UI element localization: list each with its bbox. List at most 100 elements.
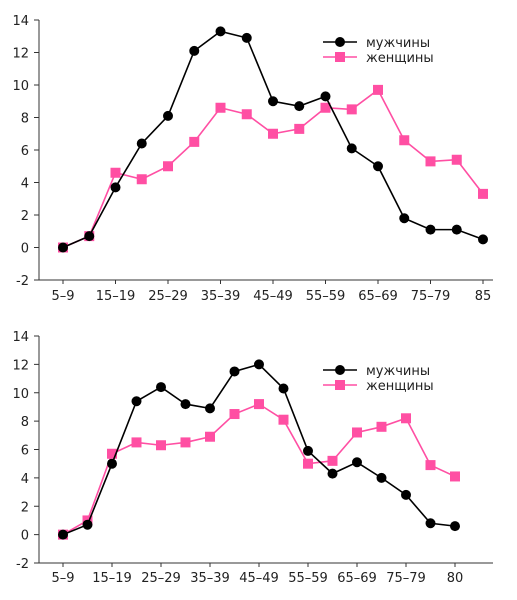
data-point-women <box>401 413 411 424</box>
data-point-men <box>205 403 215 414</box>
data-point-women <box>215 102 226 113</box>
data-point-women <box>425 460 436 471</box>
x-tick-label: 55–59 <box>288 571 328 586</box>
data-point-men <box>401 489 411 500</box>
data-point-men <box>110 182 121 193</box>
x-tick-label: 25–29 <box>141 571 181 586</box>
data-point-men <box>373 161 383 172</box>
data-point-women <box>320 102 331 113</box>
data-point-women <box>107 448 117 459</box>
data-point-women <box>131 437 142 448</box>
legend-marker-women <box>335 380 345 390</box>
data-point-men <box>180 399 191 410</box>
x-tick-label: 75–79 <box>386 571 426 586</box>
legend-label-women: женщины <box>366 379 434 394</box>
x-tick-label: 35–39 <box>190 571 230 586</box>
x-tick-label: 5–9 <box>51 571 74 586</box>
data-point-men <box>450 521 460 532</box>
data-point-women <box>110 167 121 178</box>
data-point-men <box>163 110 173 121</box>
y-tick-label: 14 <box>12 14 29 29</box>
data-point-women <box>278 414 289 425</box>
data-point-men <box>346 143 357 154</box>
x-tick-label: 45–49 <box>239 571 279 586</box>
data-point-men <box>327 468 338 479</box>
data-point-men <box>156 382 166 393</box>
y-tick-label: 6 <box>21 444 29 459</box>
data-point-women <box>205 431 215 442</box>
data-point-men <box>278 383 289 394</box>
chart-1: -2 0 2 4 6 8 10 12 14 5–9 15–19 25–29 35–39 45–49 55–5… <box>12 14 493 304</box>
data-point-women <box>229 409 240 420</box>
x-tick-label: 75–79 <box>411 289 451 304</box>
x-tick-label: 15–19 <box>96 289 136 304</box>
x-tick-label: 80 <box>447 571 464 586</box>
data-point-men <box>84 231 95 242</box>
data-point-men <box>136 138 147 149</box>
x-tick-label: 35–39 <box>201 289 241 304</box>
data-point-men <box>320 91 331 102</box>
y-tick-label: -2 <box>16 274 29 289</box>
data-point-women <box>268 128 278 139</box>
legend-marker-men <box>335 37 345 47</box>
data-point-women <box>352 427 362 438</box>
y-tick-label: -2 <box>16 557 29 572</box>
data-point-men <box>215 26 226 37</box>
y-tick-label: 12 <box>12 358 29 373</box>
data-point-women <box>241 109 252 120</box>
data-point-women <box>327 455 338 466</box>
data-point-women <box>450 471 460 482</box>
data-point-women <box>180 437 191 448</box>
legend-label-men: мужчины <box>366 36 430 51</box>
y-tick-label: 14 <box>12 330 29 345</box>
data-point-men <box>294 101 305 112</box>
data-point-men <box>58 242 68 253</box>
data-point-men <box>82 519 93 530</box>
y-tick-label: 0 <box>21 529 29 544</box>
data-point-men <box>451 224 462 235</box>
data-point-men <box>58 529 68 540</box>
data-point-men <box>189 45 200 56</box>
data-point-men <box>268 96 278 107</box>
data-point-women <box>451 154 462 165</box>
data-point-women <box>163 161 173 172</box>
data-point-men <box>131 396 142 407</box>
legend-marker-men <box>335 365 345 375</box>
legend-label-men: мужчины <box>366 364 430 379</box>
data-point-women <box>376 421 387 432</box>
legend-marker-women <box>335 52 345 62</box>
y-tick-label: 10 <box>12 387 29 402</box>
data-point-women <box>136 174 147 185</box>
x-tick-label: 45–49 <box>253 289 293 304</box>
data-point-women <box>373 84 383 95</box>
x-tick-label: 55–59 <box>306 289 346 304</box>
data-point-women <box>303 458 313 469</box>
x-tick-label: 5–9 <box>51 289 74 304</box>
y-tick-label: 4 <box>21 472 29 487</box>
y-tick-label: 10 <box>12 79 29 94</box>
data-point-men <box>478 234 488 245</box>
data-point-men <box>241 32 252 43</box>
data-point-men <box>229 366 240 377</box>
y-tick-label: 0 <box>21 242 29 257</box>
y-tick-label: 12 <box>12 47 29 62</box>
data-point-women <box>189 136 200 147</box>
data-point-men <box>107 458 117 469</box>
series-line-women <box>62 403 456 536</box>
data-point-women <box>254 399 264 410</box>
data-point-women <box>346 104 357 115</box>
data-point-men <box>303 445 313 456</box>
data-point-men <box>399 213 410 224</box>
chart-2: -2 0 2 4 6 8 10 12 14 5–9 15–19 25–29 35–39 45–49 55–5… <box>12 330 493 586</box>
x-tick-label: 65–69 <box>337 571 377 586</box>
data-point-men <box>352 457 362 468</box>
data-point-men <box>254 359 264 370</box>
x-tick-label: 65–69 <box>358 289 398 304</box>
data-point-men <box>425 518 436 529</box>
y-tick-label: 2 <box>21 209 29 224</box>
data-point-women <box>399 135 410 146</box>
data-point-women <box>294 123 305 134</box>
y-tick-label: 2 <box>21 500 29 515</box>
data-point-women <box>156 440 166 451</box>
